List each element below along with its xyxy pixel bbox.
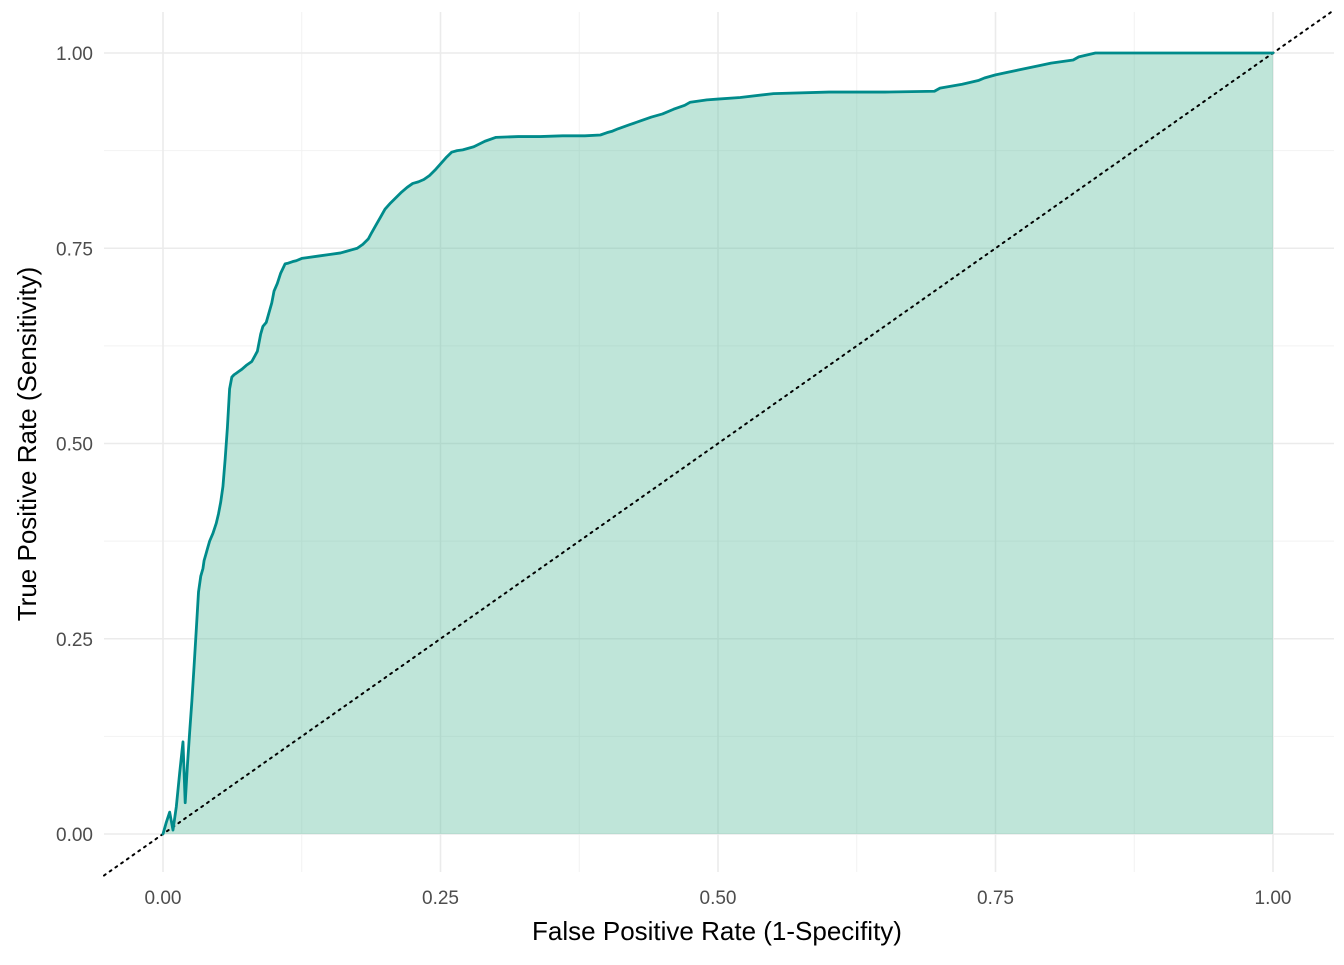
x-tick-label: 0.50 (700, 888, 737, 909)
y-tick-labels: 0.00 0.25 0.50 0.75 1.00 (56, 44, 93, 846)
y-tick-label: 0.25 (56, 630, 93, 651)
y-tick-label: 0.00 (56, 825, 93, 846)
x-tick-labels: 0.00 0.25 0.50 0.75 1.00 (145, 888, 1292, 909)
x-tick-label: 0.75 (977, 888, 1014, 909)
y-tick-label: 1.00 (56, 44, 93, 65)
roc-curve-line (161, 51, 1275, 836)
y-tick-label: 0.75 (56, 239, 93, 260)
reference-diagonal-group (103, 9, 1335, 877)
x-tick-label: 0.25 (422, 888, 459, 909)
y-tick-label: 0.50 (56, 435, 93, 456)
reference-diagonal-line (103, 9, 1335, 877)
x-axis-title: False Positive Rate (1-Specifity) (532, 916, 902, 946)
y-axis-title: True Positive Rate (Sensitivity) (12, 267, 42, 621)
roc-curve-group (161, 51, 1275, 836)
x-tick-label: 0.00 (145, 888, 182, 909)
minor-gridlines (104, 12, 1334, 872)
x-tick-label: 1.00 (1255, 888, 1292, 909)
